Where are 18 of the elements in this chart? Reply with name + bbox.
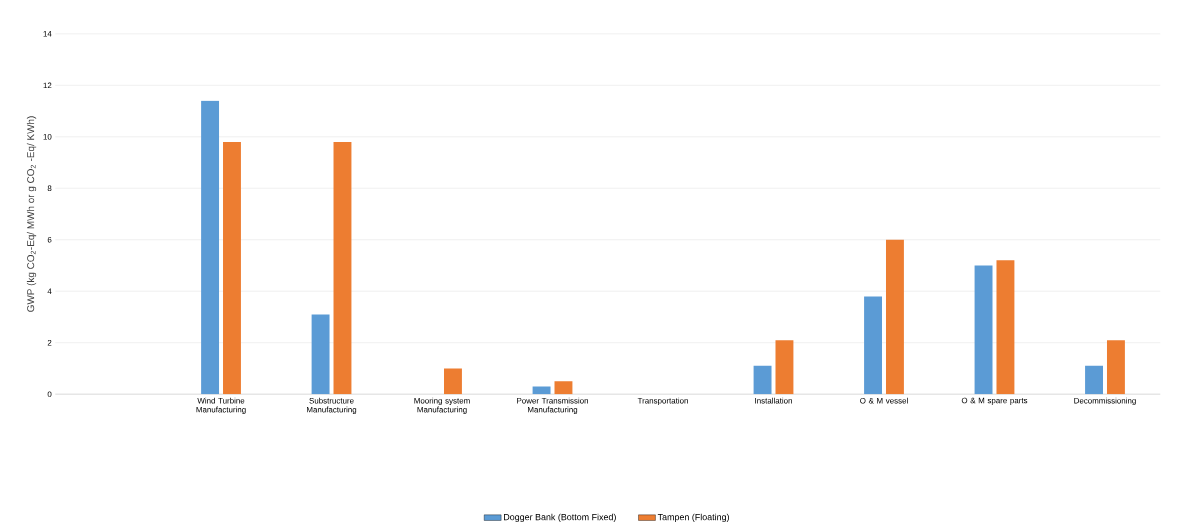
bar (1106, 340, 1125, 395)
bar (996, 260, 1015, 395)
legend-label: Dogger Bank (Bottom Fixed) (504, 513, 616, 523)
bar (885, 239, 904, 395)
legend-label: Tampen (Floating) (657, 513, 729, 523)
bar (223, 142, 241, 395)
bar (1085, 366, 1103, 395)
bar (554, 381, 573, 395)
bar (753, 366, 772, 395)
bar (974, 265, 993, 395)
bar (444, 368, 462, 395)
bar (201, 100, 220, 395)
bar (311, 314, 330, 395)
bar (775, 340, 794, 395)
bar (864, 296, 883, 395)
bar (532, 386, 551, 395)
y-axis-title: GWP (kg CO$_{2}$-Eq/ MWh or g CO$_{2}$ -Eq/ KWh) (26, 116, 37, 313)
bar (333, 142, 352, 395)
